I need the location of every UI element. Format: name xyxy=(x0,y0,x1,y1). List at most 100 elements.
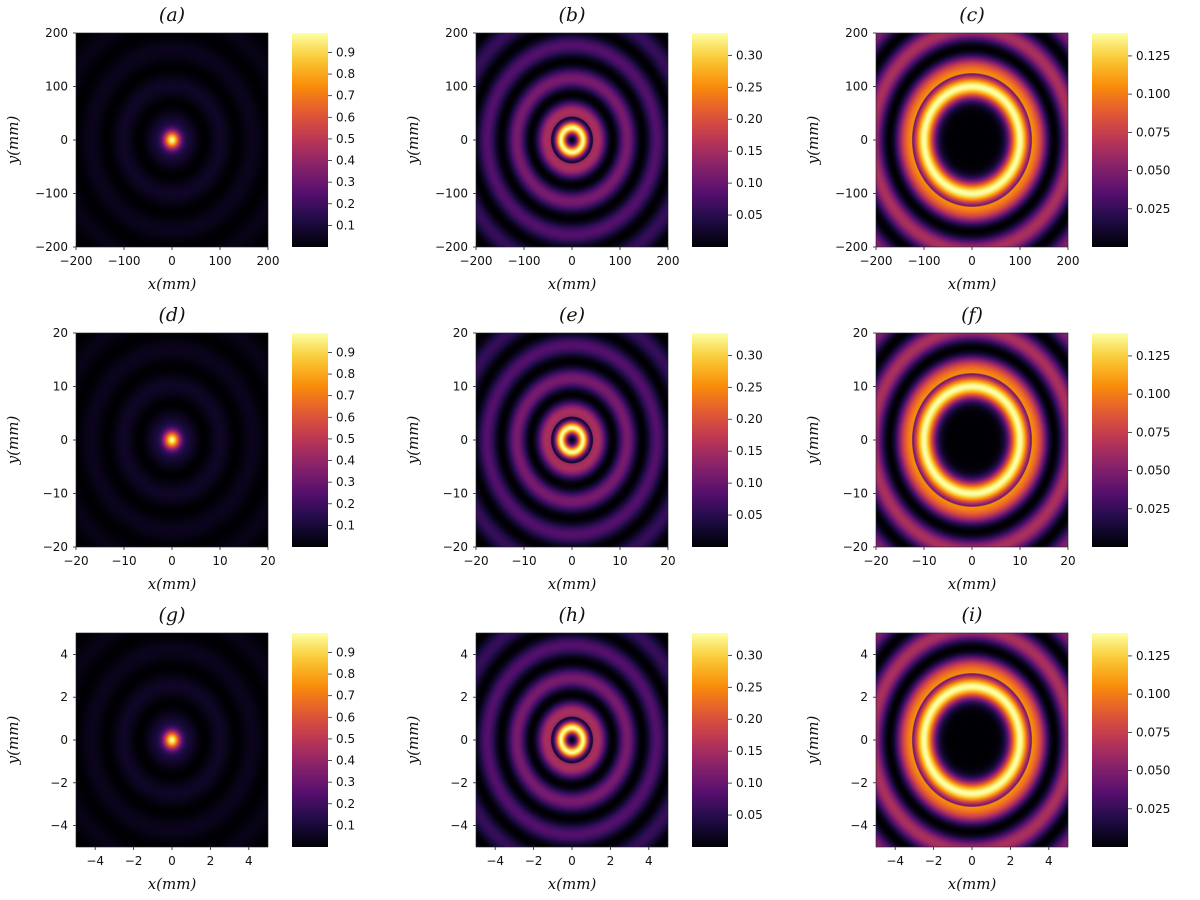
panel-d: (d) −20 −10 0 10 20 −20 −10 0 10 20 x(mm) y(mm) 0.1 0.… xyxy=(4,304,355,593)
panel-title: (b) xyxy=(559,4,586,26)
x-tick-label: 10 xyxy=(1012,554,1027,568)
x-tick-label: −2 xyxy=(125,854,143,868)
x-tick-label: 0 xyxy=(168,554,176,568)
colorbar-tick-label: 0.025 xyxy=(1136,202,1170,216)
colorbar-tick-label: 0.075 xyxy=(1136,725,1170,739)
colorbar-tick-label: 0.20 xyxy=(736,112,763,126)
y-axis-label: y(mm) xyxy=(404,716,422,766)
y-tick-label: 4 xyxy=(60,647,68,661)
heatmap-image xyxy=(476,633,668,847)
colorbar-tick-label: 0.7 xyxy=(336,689,355,703)
panel-title: (g) xyxy=(159,604,186,626)
y-tick-label: 10 xyxy=(853,380,868,394)
colorbar-tick-label: 0.100 xyxy=(1136,687,1170,701)
x-tick-label: 4 xyxy=(1045,854,1053,868)
x-tick-label: −100 xyxy=(508,254,541,268)
y-tick-label: −2 xyxy=(450,776,468,790)
y-tick-label: 4 xyxy=(460,647,468,661)
colorbar-tick-label: 0.025 xyxy=(1136,502,1170,516)
y-tick-label: 100 xyxy=(845,80,868,94)
colorbar xyxy=(692,33,728,247)
colorbar-tick-label: 0.8 xyxy=(336,667,355,681)
y-tick-label: 4 xyxy=(860,647,868,661)
y-tick-label: 0 xyxy=(60,733,68,747)
y-tick-label: −10 xyxy=(843,487,868,501)
panel-title: (i) xyxy=(962,604,983,626)
panel-title: (f) xyxy=(961,304,983,326)
colorbar-tick-label: 0.5 xyxy=(336,732,355,746)
x-tick-label: 200 xyxy=(1057,254,1080,268)
x-tick-label: 200 xyxy=(257,254,280,268)
x-tick-label: 10 xyxy=(212,554,227,568)
y-axis-label: y(mm) xyxy=(404,116,422,166)
x-tick-label: 100 xyxy=(1009,254,1032,268)
y-tick-label: −2 xyxy=(50,776,68,790)
y-tick-label: −4 xyxy=(850,819,868,833)
x-tick-label: 0 xyxy=(568,854,576,868)
x-tick-label: −10 xyxy=(911,554,936,568)
panel-i: (i) −4 −2 0 2 4 −4 −2 0 2 4 x(mm) y(mm) 0.025 0.050 0.0… xyxy=(804,604,1170,893)
y-tick-label: 0 xyxy=(860,733,868,747)
y-tick-label: 2 xyxy=(460,690,468,704)
x-tick-label: −10 xyxy=(511,554,536,568)
y-tick-label: 0 xyxy=(460,433,468,447)
x-axis-label: x(mm) xyxy=(148,875,197,893)
x-tick-label: 0 xyxy=(168,854,176,868)
x-tick-label: 0 xyxy=(968,554,976,568)
colorbar-tick-label: 0.3 xyxy=(336,175,355,189)
x-tick-label: 20 xyxy=(1060,554,1075,568)
x-axis-label: x(mm) xyxy=(948,875,997,893)
x-tick-label: 0 xyxy=(568,254,576,268)
y-tick-label: 100 xyxy=(45,80,68,94)
colorbar-tick-label: 0.9 xyxy=(336,345,355,359)
colorbar-tick-label: 0.2 xyxy=(336,797,355,811)
x-tick-label: 20 xyxy=(660,554,675,568)
colorbar-tick-label: 0.1 xyxy=(336,518,355,532)
panel-h: (h) −4 −2 0 2 4 −4 −2 0 2 4 x(mm) y(mm) 0.05 0.10 0.15 0… xyxy=(404,604,763,893)
colorbar-tick-label: 0.25 xyxy=(736,380,763,394)
y-tick-label: −10 xyxy=(43,487,68,501)
colorbar-tick-label: 0.20 xyxy=(736,412,763,426)
y-axis-label: y(mm) xyxy=(4,116,22,166)
panel-title: (c) xyxy=(959,4,984,26)
panel-c: (c) −200 −100 0 100 200 −200 −100 0 100 200 x(mm) y(… xyxy=(804,4,1170,293)
y-tick-label: 200 xyxy=(845,26,868,40)
panel-g: (g) −4 −2 0 2 4 −4 −2 0 2 4 x(mm) y(mm) 0.1 0.2 0.3 0.4 0… xyxy=(4,604,355,893)
colorbar-tick-label: 0.2 xyxy=(336,497,355,511)
y-tick-label: 2 xyxy=(60,690,68,704)
y-tick-label: 200 xyxy=(45,26,68,40)
x-tick-label: 4 xyxy=(645,854,653,868)
x-axis-label: x(mm) xyxy=(148,575,197,593)
x-axis-label: x(mm) xyxy=(948,275,997,293)
x-tick-label: −20 xyxy=(63,554,88,568)
y-tick-label: −200 xyxy=(35,240,68,254)
heatmap-image xyxy=(76,633,268,847)
y-tick-label: −200 xyxy=(835,240,868,254)
y-tick-label: −10 xyxy=(443,487,468,501)
colorbar-tick-label: 0.30 xyxy=(736,348,763,362)
colorbar xyxy=(1092,633,1128,847)
x-tick-label: 0 xyxy=(968,254,976,268)
colorbar-tick-label: 0.10 xyxy=(736,176,763,190)
y-tick-label: 0 xyxy=(460,733,468,747)
panel-title: (a) xyxy=(159,4,185,26)
colorbar-tick-label: 0.125 xyxy=(1136,49,1170,63)
heatmap-image xyxy=(876,33,1068,247)
colorbar-tick-label: 0.075 xyxy=(1136,125,1170,139)
colorbar-tick-label: 0.15 xyxy=(736,444,763,458)
colorbar-tick-label: 0.25 xyxy=(736,80,763,94)
y-tick-label: 0 xyxy=(60,433,68,447)
y-axis-label: y(mm) xyxy=(4,416,22,466)
colorbar-tick-label: 0.5 xyxy=(336,432,355,446)
colorbar-tick-label: 0.050 xyxy=(1136,464,1170,478)
x-tick-label: 2 xyxy=(607,854,615,868)
colorbar-tick-label: 0.1 xyxy=(336,818,355,832)
colorbar xyxy=(692,633,728,847)
colorbar-tick-label: 0.15 xyxy=(736,744,763,758)
x-axis-label: x(mm) xyxy=(548,275,597,293)
x-tick-label: −4 xyxy=(86,854,104,868)
panel-a: (a) −200 −100 0 100 200 −200 −100 0 100 200 x(mm) y(… xyxy=(4,4,355,293)
x-tick-label: −2 xyxy=(925,854,943,868)
colorbar-tick-label: 0.6 xyxy=(336,110,355,124)
